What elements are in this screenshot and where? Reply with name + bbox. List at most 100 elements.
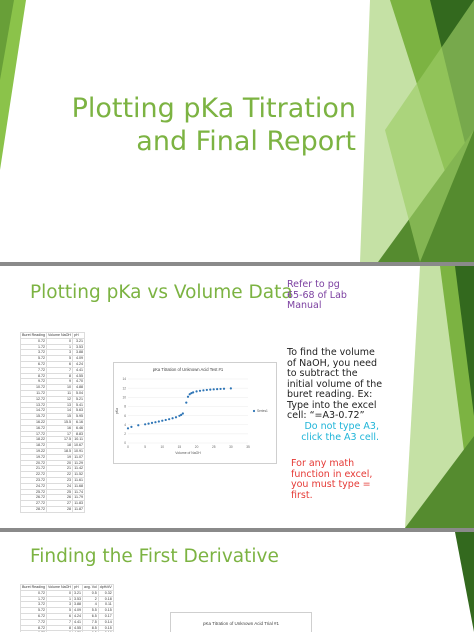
sheet-cell[interactable]: 0.15 <box>97 624 114 632</box>
sheet-cell[interactable]: 4.41 <box>71 618 83 626</box>
sheet-cell[interactable]: 28 <box>45 505 73 513</box>
chart-title: pKa Titration of Unknown Acid Trial #1 <box>202 621 280 626</box>
sheet-cell[interactable]: 11.83 <box>71 500 85 507</box>
sheet-cell[interactable]: 0.72 <box>20 589 47 597</box>
sheet-cell[interactable]: 11.68 <box>71 482 85 490</box>
sheet-cell[interactable]: 0.15 <box>97 607 114 614</box>
sheet-cell[interactable]: 11.07 <box>71 453 85 461</box>
x-axis-label: Volume of NaOH <box>175 451 201 455</box>
sheet-cell[interactable]: 0.17 <box>97 613 114 620</box>
data-point <box>222 387 226 390</box>
sheet-cell[interactable]: 11.79 <box>71 494 85 502</box>
data-point <box>181 412 184 415</box>
sheet-cell[interactable]: 4.09 <box>71 607 83 614</box>
sheet-cell[interactable]: 4.24 <box>71 613 83 620</box>
data-point <box>126 427 130 430</box>
slide-heading: Plotting pKa vs Volume Data <box>30 282 293 303</box>
sheet-cell[interactable]: 4.55 <box>71 624 83 632</box>
sheet-cell[interactable]: 28.72 <box>20 505 47 513</box>
sheet-cell[interactable]: 3.53 <box>71 595 83 603</box>
chart-title: pKa Titration of Unknown Acid Test #1 <box>153 367 224 372</box>
instructions-body: To find the volume of NaOH, you need to … <box>287 347 383 400</box>
sheet-cell[interactable]: 3.72 <box>20 601 47 609</box>
table-row: 6.72 6 4.24 6.5 0.17 <box>20 613 114 620</box>
sheet-cell[interactable]: 7.72 <box>20 618 47 626</box>
data-point <box>178 414 181 417</box>
y-tick-label: 14 <box>122 377 126 381</box>
y-tick-label: 8 <box>124 405 126 409</box>
table-row: 5.72 5 4.09 5.5 0.15 <box>20 607 114 614</box>
slide-heading: Finding the First Derivative <box>30 546 279 567</box>
table-row: 3.72 3 3.88 <box>20 349 85 357</box>
sheet-cell[interactable]: 8.72 <box>20 624 47 632</box>
legend-marker <box>252 409 256 413</box>
sheet-cell[interactable]: 5.72 <box>20 607 47 614</box>
x-tick-label: 15 <box>178 445 182 449</box>
data-point <box>188 393 191 396</box>
data-point <box>205 388 208 392</box>
example-text: Ex: Type into the excel cell: “=A3-0.72” <box>287 389 377 421</box>
title-line-2: and Final Report <box>136 126 356 157</box>
sheet-cell[interactable]: 11.87 <box>71 505 85 513</box>
data-point <box>150 421 154 424</box>
table-row: 18.22 17.5 10.11 <box>20 436 85 444</box>
sheet-cell[interactable]: 0.32 <box>97 589 114 597</box>
spreadsheet: Buret Reading Volume NaOH pH 0.72 0 3.21 1.72… <box>20 332 85 513</box>
sheet-cell[interactable]: 1.72 <box>20 595 47 603</box>
data-point <box>202 389 205 392</box>
table-row: 0.72 0 3.21 0.5 0.32 <box>20 589 114 597</box>
sheet-cell[interactable]: 11.74 <box>71 488 85 496</box>
y-tick-label: 12 <box>122 386 126 390</box>
sheet-cell[interactable]: 6.72 <box>20 613 47 620</box>
data-point <box>144 423 147 426</box>
sheet-cell[interactable]: 11.61 <box>71 476 85 484</box>
x-tick-label: 10 <box>161 445 165 449</box>
table-row: 7.72 7 4.41 7.5 0.14 <box>20 618 114 626</box>
sheet-cell[interactable]: 3.88 <box>71 601 83 609</box>
x-tick-label: 5 <box>144 445 146 449</box>
green-triangle-decoration <box>0 0 474 262</box>
sheet-header-cell: Buret Reading <box>20 332 47 339</box>
sheet-cell[interactable]: 11.29 <box>71 459 85 467</box>
sheet-header-cell: Volume NaOH <box>45 584 73 591</box>
sheet-cell[interactable]: 3.21 <box>71 589 83 597</box>
x-tick-label: 0 <box>127 445 129 449</box>
table-row: 10.72 10 4.88 <box>20 384 85 391</box>
table-row: 3.72 3 3.88 4 0.11 <box>20 601 114 609</box>
data-point <box>180 413 183 416</box>
sheet-header-cell: pH <box>71 584 83 591</box>
title-line-1: Plotting pKa Titration <box>71 93 356 124</box>
x-tick-label: 20 <box>195 445 199 449</box>
sheet-header-cell: Volume NaOH <box>45 332 73 339</box>
sheet-cell[interactable]: 10.11 <box>71 436 85 444</box>
green-triangle-decoration <box>405 266 474 528</box>
cyan-note: Do not type A3, click the A3 cell. <box>301 421 379 443</box>
sheet-cell[interactable]: 11.52 <box>71 471 85 478</box>
sheet-cell[interactable]: 10.91 <box>71 447 85 455</box>
instructions-text: To find the volume of NaOH, you need to … <box>287 347 385 422</box>
data-point <box>185 401 188 404</box>
sheet-header-cell: Buret Reading <box>20 584 47 591</box>
sheet-cell[interactable]: 10.67 <box>71 442 85 449</box>
data-point <box>192 391 195 394</box>
sheet-cell[interactable]: 0.18 <box>97 595 114 603</box>
chart-svg: pKa Titration of Unknown Acid Test #1 0 2 4… <box>115 367 268 455</box>
sheet-cell[interactable]: 0.14 <box>97 618 114 626</box>
sheet-cell[interactable]: 0.11 <box>97 601 114 609</box>
x-tick-label: 35 <box>246 445 250 449</box>
derivative-chart: pKa Titration of Unknown Acid Trial #1 <box>170 612 312 632</box>
y-tick-label: 0 <box>124 441 126 445</box>
data-point <box>195 390 198 393</box>
y-tick-label: 4 <box>124 423 126 427</box>
data-point <box>157 420 160 423</box>
titration-chart: pKa Titration of Unknown Acid Test #1 0 2 4… <box>113 362 277 464</box>
sheet-cell[interactable]: 11.42 <box>71 465 85 473</box>
legend-label: Series1 <box>257 409 268 413</box>
data-point <box>198 389 202 392</box>
y-tick-label: 2 <box>124 432 126 436</box>
data-point <box>130 425 133 428</box>
data-point <box>161 419 164 422</box>
data-slide: Plotting pKa vs Volume Data Buret Readin… <box>0 266 474 528</box>
data-point <box>137 424 140 427</box>
